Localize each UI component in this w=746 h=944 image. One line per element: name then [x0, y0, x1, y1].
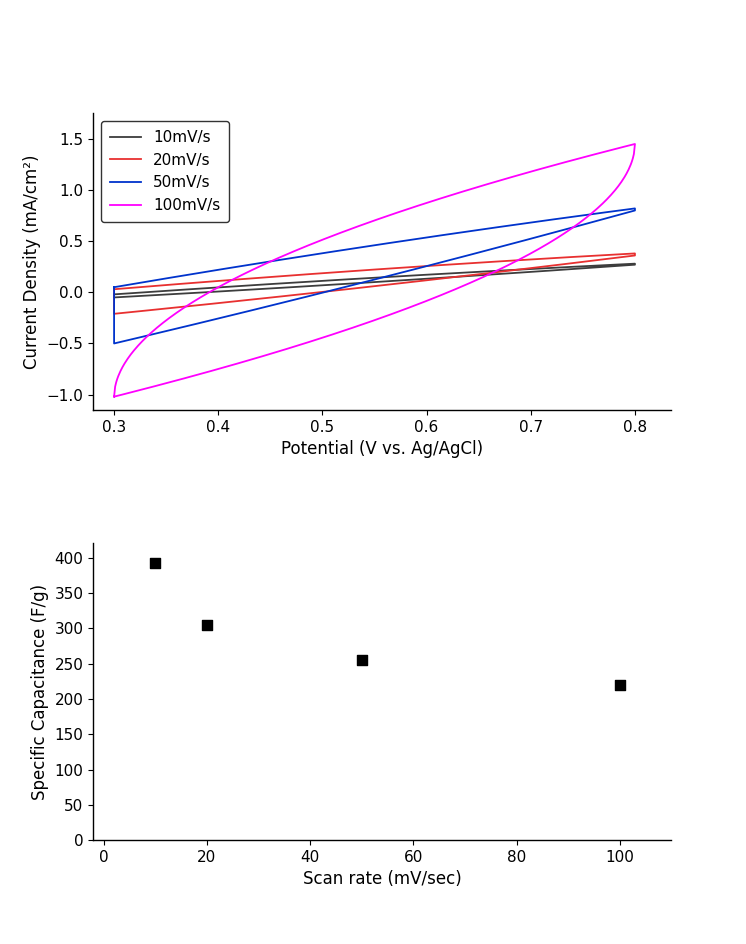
- 100mV/s: [110, 391, 119, 402]
- 20mV/s: [110, 283, 119, 295]
- 50mV/s: [491, 243, 500, 254]
- Y-axis label: Current Density (mA/cm²): Current Density (mA/cm²): [23, 155, 41, 369]
- 50mV/s: [110, 281, 119, 293]
- 20mV/s: [117, 308, 126, 319]
- Point: [201, 618, 213, 633]
- Point: [149, 555, 161, 570]
- 100mV/s: [300, 338, 309, 349]
- 20mV/s: [491, 266, 500, 278]
- 10mV/s: [585, 261, 594, 272]
- X-axis label: Scan rate (mV/sec): Scan rate (mV/sec): [303, 870, 462, 888]
- 20mV/s: [585, 250, 594, 261]
- 10mV/s: [110, 289, 119, 300]
- 50mV/s: [385, 237, 394, 248]
- X-axis label: Potential (V vs. Ag/AgCl): Potential (V vs. Ag/AgCl): [281, 440, 483, 458]
- Y-axis label: Specific Capacitance (F/g): Specific Capacitance (F/g): [31, 583, 49, 800]
- 50mV/s: [110, 281, 119, 293]
- 10mV/s: [263, 278, 272, 290]
- Line: 10mV/s: 10mV/s: [114, 263, 635, 297]
- 50mV/s: [117, 336, 126, 347]
- 10mV/s: [251, 279, 260, 291]
- Line: 20mV/s: 20mV/s: [114, 253, 635, 313]
- 10mV/s: [630, 258, 639, 269]
- 10mV/s: [491, 269, 500, 280]
- 10mV/s: [385, 271, 394, 282]
- Line: 100mV/s: 100mV/s: [114, 144, 635, 396]
- Line: 50mV/s: 50mV/s: [114, 209, 635, 344]
- 20mV/s: [110, 308, 119, 319]
- 10mV/s: [110, 289, 119, 300]
- 100mV/s: [173, 306, 182, 317]
- 20mV/s: [251, 273, 260, 284]
- 100mV/s: [159, 379, 168, 390]
- Point: [614, 677, 626, 692]
- 10mV/s: [110, 292, 119, 303]
- 100mV/s: [110, 391, 119, 402]
- 50mV/s: [630, 203, 639, 214]
- 20mV/s: [263, 272, 272, 283]
- Point: [356, 652, 368, 667]
- 100mV/s: [228, 359, 237, 370]
- 100mV/s: [110, 391, 119, 402]
- 50mV/s: [110, 338, 119, 349]
- 100mV/s: [338, 326, 347, 337]
- 20mV/s: [110, 283, 119, 295]
- 50mV/s: [585, 209, 594, 220]
- 50mV/s: [263, 257, 272, 268]
- 20mV/s: [385, 262, 394, 274]
- 20mV/s: [630, 247, 639, 259]
- Legend: 10mV/s, 20mV/s, 50mV/s, 100mV/s: 10mV/s, 20mV/s, 50mV/s, 100mV/s: [101, 121, 229, 222]
- 50mV/s: [251, 259, 260, 270]
- 100mV/s: [322, 233, 330, 244]
- 100mV/s: [630, 139, 639, 150]
- 10mV/s: [117, 292, 126, 303]
